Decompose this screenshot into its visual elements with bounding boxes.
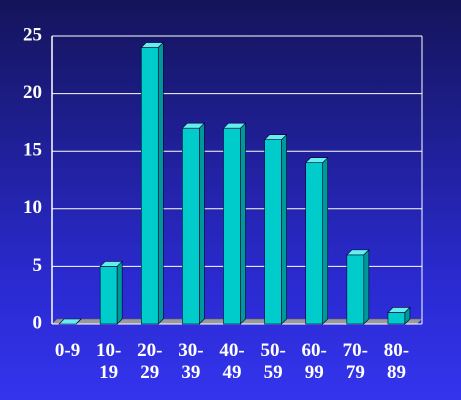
bar-side [363,249,370,325]
bar-front [223,127,241,325]
bar-front [305,162,324,325]
x-tick-label: 40-49 [219,340,245,383]
x-tick-label: 0-9 [54,340,81,361]
x-tick-label: 20-29 [137,340,163,383]
y-tick-label: 0 [33,312,43,333]
bar-side [404,306,411,325]
bar-front [346,254,365,325]
y-tick-label: 5 [33,255,43,276]
bar-side [281,133,287,325]
bar [346,249,370,325]
x-tick-label: 80-89 [383,340,410,383]
bar-front [387,312,406,325]
x-tick-label: 30-39 [178,340,204,383]
bar-front [140,47,159,325]
bar [222,122,247,325]
bar [58,318,82,325]
bar-side [75,318,82,325]
bar-side [157,41,164,325]
bar [304,156,329,325]
x-tick-label: 10-19 [95,340,122,383]
bar [181,122,206,325]
bar [99,260,123,325]
bar-side [322,156,329,325]
bar-front [99,266,118,325]
y-tick-label: 25 [23,24,42,45]
x-tick-label: 60-99 [301,340,327,383]
x-tick-label: 50-59 [260,340,286,383]
bar-front [264,139,282,325]
x-tick-label: 70-79 [342,340,368,383]
bar-side [199,122,205,325]
bar-side [240,122,246,325]
y-tick-label: 20 [23,82,42,103]
bar-side [116,260,123,325]
y-tick-label: 10 [23,197,42,218]
bar [140,41,165,325]
y-tick-label: 15 [23,140,42,161]
bar-front [182,127,200,325]
bar [387,306,411,325]
bar [263,133,288,325]
